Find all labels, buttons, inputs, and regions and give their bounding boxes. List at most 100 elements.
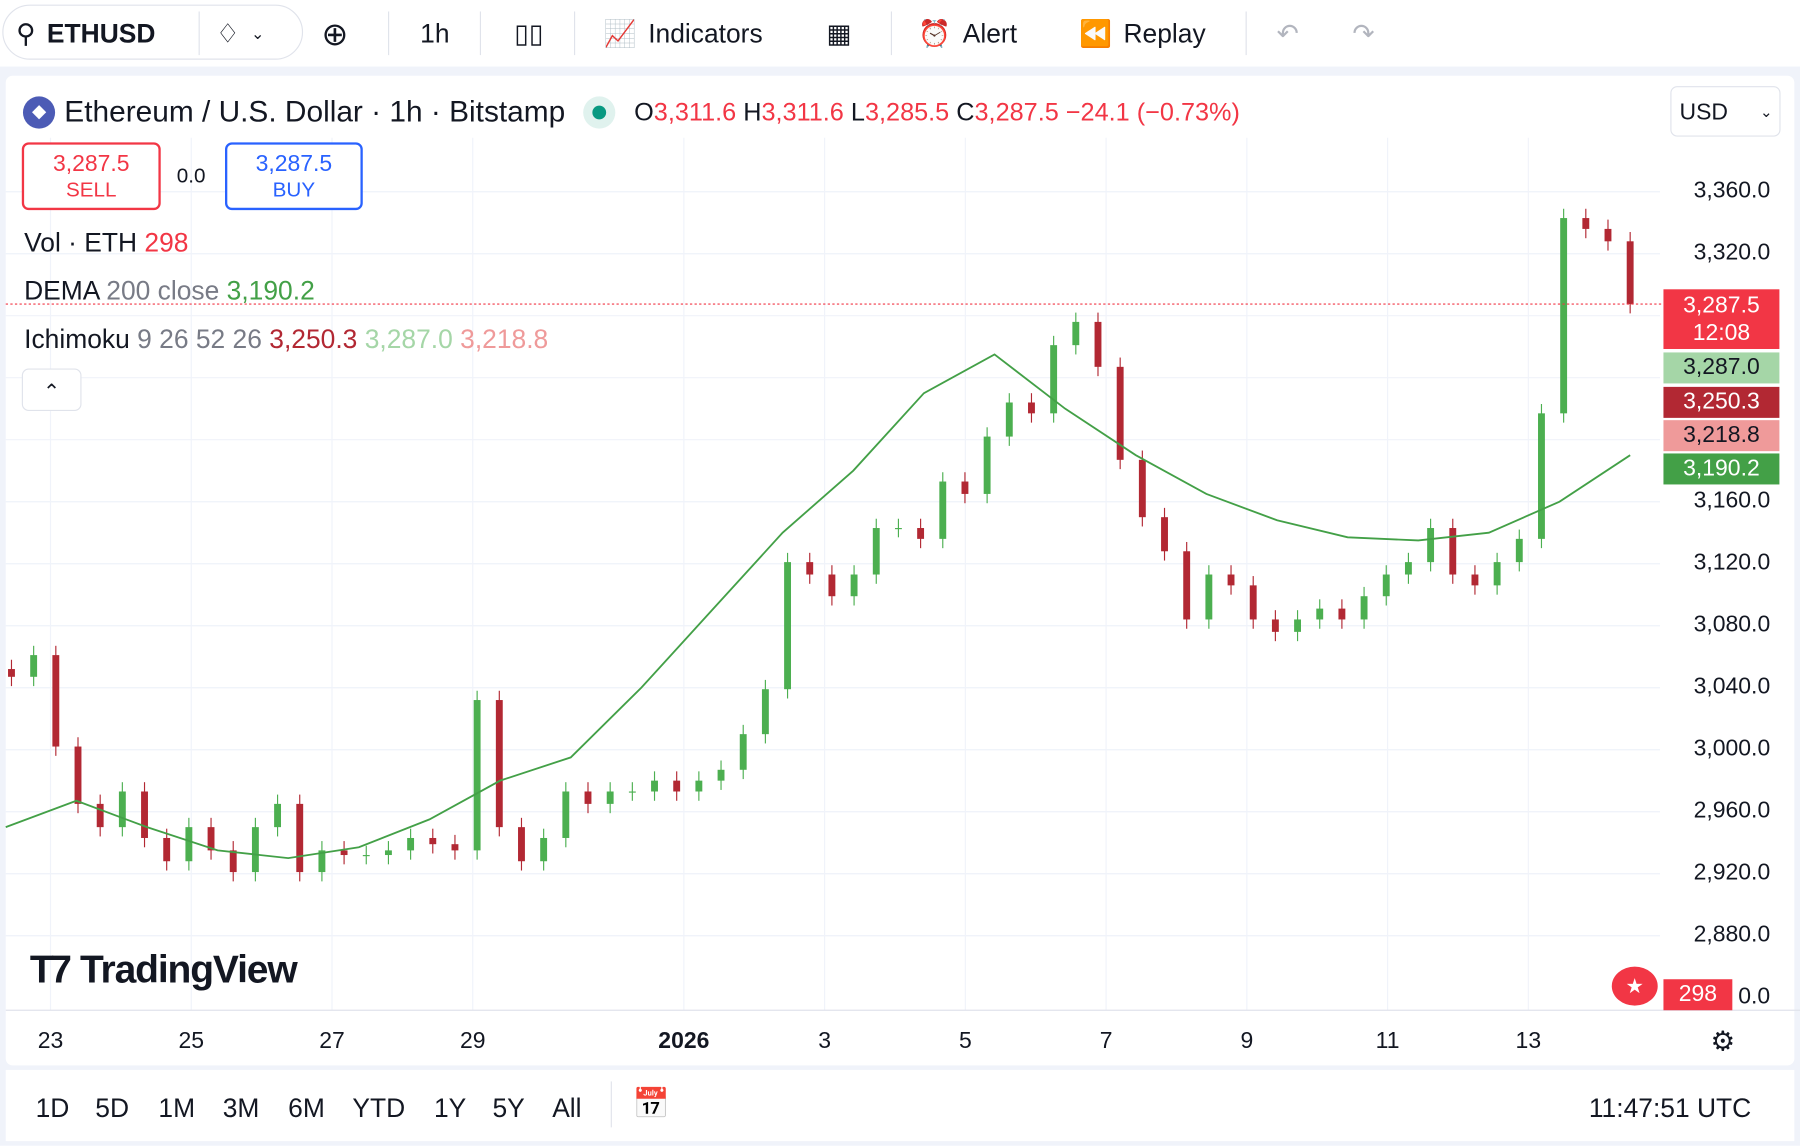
- candle-body: [1404, 562, 1412, 575]
- indicators-button[interactable]: 📈 Indicators: [604, 9, 763, 57]
- chevron-down-icon: ⌄: [1759, 103, 1773, 121]
- symbol-title[interactable]: Ethereum / U.S. Dollar · 1h · Bitstamp: [64, 94, 566, 129]
- candle-body: [828, 574, 836, 597]
- candle-body: [983, 436, 991, 494]
- range-button-6m[interactable]: 6M: [288, 1092, 325, 1123]
- alert-button[interactable]: ⏰ Alert: [918, 9, 1017, 57]
- price-axis-label: 3,320.0: [1693, 239, 1771, 266]
- candle-body: [1271, 619, 1279, 632]
- time-axis-label: 23: [37, 1028, 64, 1054]
- diamond-dropdown[interactable]: ♢ ⌄: [216, 9, 265, 57]
- price-axis-label: 3,080.0: [1693, 611, 1771, 638]
- range-button-1m[interactable]: 1M: [158, 1092, 196, 1123]
- flag-icon[interactable]: ★: [1611, 966, 1658, 1006]
- candle-body: [274, 803, 282, 828]
- undo-icon: ↶: [1276, 17, 1299, 48]
- candle-body: [717, 769, 725, 781]
- time-axis-label: 7: [1099, 1028, 1113, 1054]
- price-axis-label: 3,120.0: [1693, 549, 1771, 576]
- range-button-5d[interactable]: 5D: [95, 1092, 130, 1123]
- redo-button[interactable]: ↷: [1352, 9, 1374, 57]
- redo-icon: ↷: [1352, 17, 1375, 48]
- replay-button[interactable]: ⏪ Replay: [1079, 9, 1206, 57]
- undo-button[interactable]: ↶: [1277, 9, 1299, 57]
- volume-axis-label: 0.0: [1738, 983, 1771, 1010]
- range-button-all[interactable]: All: [552, 1092, 582, 1123]
- collapse-legend-button[interactable]: ⌃: [21, 368, 82, 411]
- candle-body: [407, 837, 415, 851]
- candle-body: [1227, 574, 1235, 586]
- ichimoku-legend[interactable]: Ichimoku 9 26 52 26 3,250.3 3,287.0 3,21…: [24, 323, 549, 354]
- candle-body: [1094, 321, 1102, 367]
- candle-body: [1604, 228, 1612, 242]
- clock[interactable]: 11:47:51 UTC: [1588, 1092, 1752, 1123]
- bottom-toolbar: [5, 1069, 1795, 1142]
- range-button-1y[interactable]: 1Y: [433, 1092, 467, 1123]
- candle-body: [74, 746, 82, 804]
- range-button-ytd[interactable]: YTD: [352, 1092, 406, 1123]
- candle-body: [1427, 528, 1435, 563]
- range-button-1d[interactable]: 1D: [35, 1092, 70, 1123]
- candle-body: [429, 837, 437, 845]
- interval-button[interactable]: 1h: [420, 17, 450, 48]
- candle-body: [562, 791, 570, 838]
- candle-body: [606, 791, 614, 804]
- ethereum-logo-icon: ◆: [22, 95, 56, 129]
- candle-body: [584, 791, 592, 804]
- add-symbol-button[interactable]: ⊕: [321, 9, 348, 57]
- currency-select[interactable]: USD ⌄: [1670, 86, 1781, 137]
- spread-value: 0.0: [176, 164, 206, 188]
- candle-body: [96, 803, 104, 828]
- candle-body: [362, 855, 370, 857]
- symbol-search[interactable]: [2, 4, 304, 60]
- candle-body: [1205, 574, 1213, 620]
- last-price-badge: 3,287.5 12:08: [1663, 289, 1780, 349]
- time-axis-label: 25: [178, 1028, 205, 1054]
- candle-body: [163, 837, 171, 862]
- time-axis-label: 29: [459, 1028, 486, 1054]
- symbol-search-button[interactable]: ⚲ ETHUSD: [16, 9, 155, 57]
- candle-body: [296, 803, 304, 873]
- candle-body: [1360, 596, 1368, 620]
- indicators-icon: 📈: [603, 17, 637, 48]
- candle-body: [1050, 345, 1058, 414]
- candle-body: [518, 827, 525, 862]
- time-axis-label: 27: [319, 1028, 345, 1054]
- buy-button[interactable]: 3,287.5 BUY: [225, 142, 363, 211]
- candle-body: [917, 528, 925, 539]
- ichimoku-base-badge: 3,250.3: [1663, 386, 1780, 418]
- dema-badge: 3,190.2: [1663, 453, 1780, 485]
- volume-legend[interactable]: Vol · ETH 298: [24, 227, 189, 258]
- chevron-up-icon: ⌃: [42, 379, 61, 403]
- candle-body: [1183, 551, 1191, 620]
- sell-button[interactable]: 3,287.5 SELL: [21, 142, 161, 211]
- time-axis-label: 11: [1375, 1028, 1400, 1054]
- range-button-3m[interactable]: 3M: [222, 1092, 260, 1123]
- axis-settings-icon[interactable]: ⚙: [1710, 1026, 1736, 1058]
- candle-body: [939, 481, 947, 539]
- candle-body: [1338, 608, 1346, 620]
- alert-label: Alert: [962, 17, 1018, 48]
- candle-body: [1382, 574, 1390, 597]
- chart-type-button[interactable]: ▯▯: [514, 9, 543, 57]
- candle-body: [1316, 608, 1324, 620]
- range-button-5y[interactable]: 5Y: [492, 1092, 525, 1123]
- volume-badge: 298: [1663, 979, 1733, 1011]
- time-axis-label: 13: [1515, 1028, 1542, 1054]
- candle-body: [850, 574, 858, 597]
- candle-body: [1515, 538, 1523, 563]
- top-toolbar: ⚲ ETHUSD ♢ ⌄ ⊕ 1h ▯▯ 📈 Indicators ▦ ⏰ Alert…: [0, 0, 1800, 67]
- dema-legend[interactable]: DEMA 200 close 3,190.2: [24, 275, 315, 306]
- candle-body: [894, 528, 902, 530]
- candle-body: [340, 850, 348, 856]
- candle-body: [673, 780, 681, 792]
- candle-body: [1493, 562, 1501, 586]
- candle-body: [1161, 517, 1168, 552]
- go-to-date-icon[interactable]: 📅: [632, 1086, 670, 1121]
- layouts-button[interactable]: ▦: [827, 9, 852, 57]
- candle-body: [761, 689, 769, 735]
- candle-body: [872, 528, 880, 575]
- candle-body: [118, 791, 126, 828]
- diamond-icon: ♢: [215, 17, 240, 48]
